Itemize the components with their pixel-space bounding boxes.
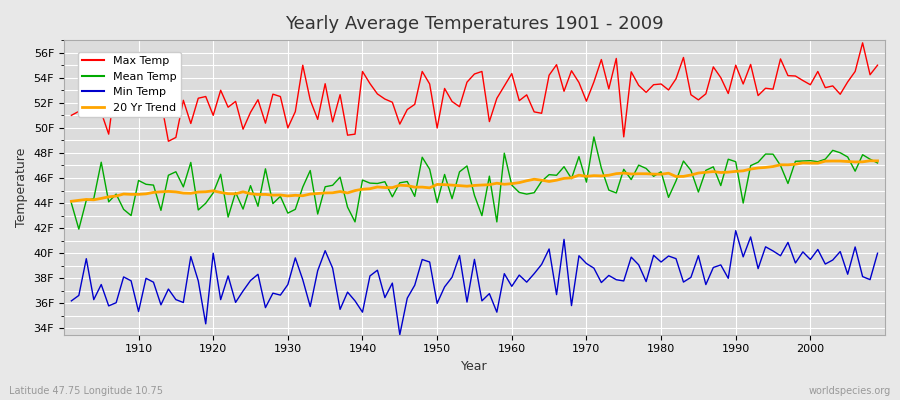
Text: Latitude 47.75 Longitude 10.75: Latitude 47.75 Longitude 10.75 — [9, 386, 163, 396]
Y-axis label: Temperature: Temperature — [15, 148, 28, 227]
X-axis label: Year: Year — [461, 360, 488, 373]
Legend: Max Temp, Mean Temp, Min Temp, 20 Yr Trend: Max Temp, Mean Temp, Min Temp, 20 Yr Tre… — [77, 52, 181, 117]
Text: worldspecies.org: worldspecies.org — [809, 386, 891, 396]
Title: Yearly Average Temperatures 1901 - 2009: Yearly Average Temperatures 1901 - 2009 — [285, 15, 664, 33]
